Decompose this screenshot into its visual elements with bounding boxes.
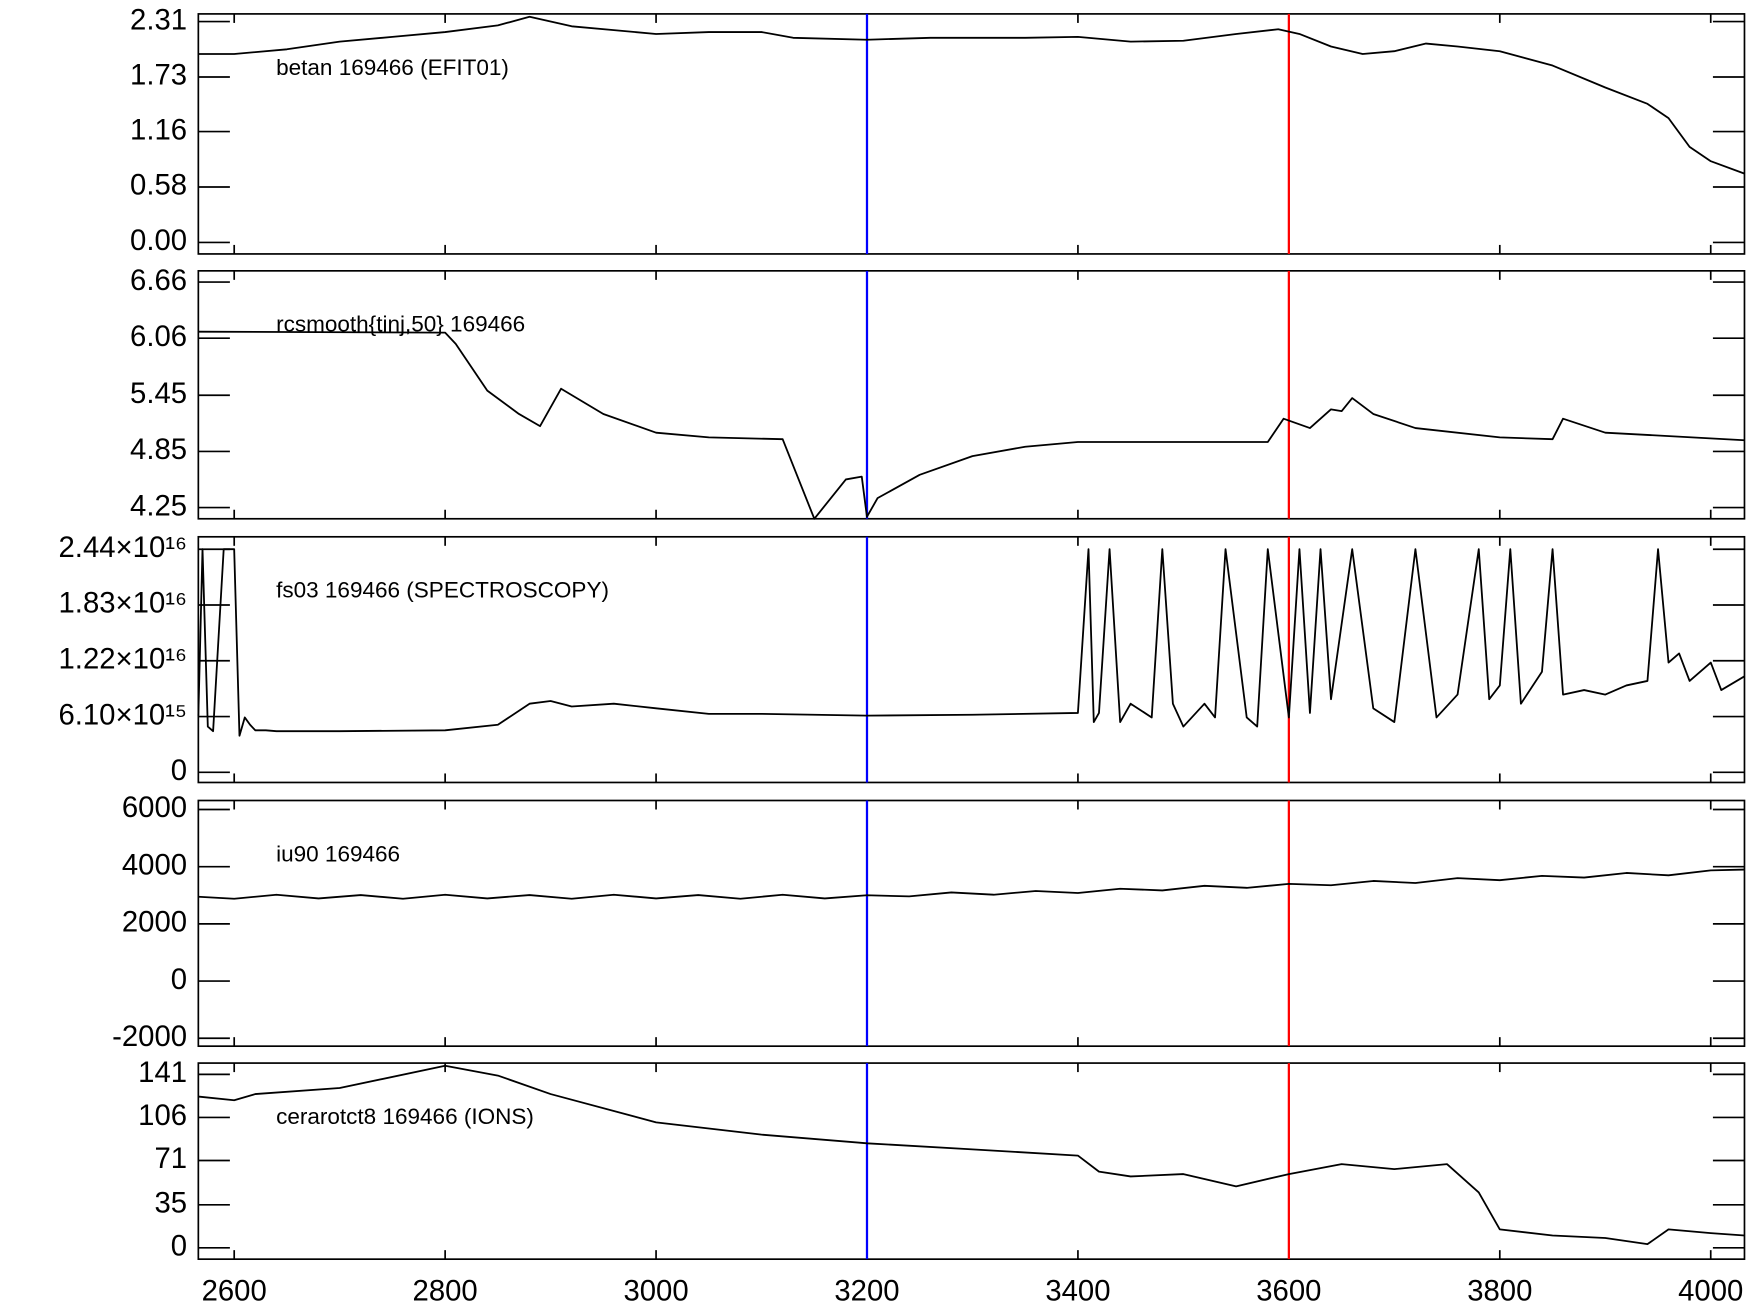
y-tick-label: 0 <box>171 963 187 996</box>
x-tick-label: 3400 <box>1045 1275 1110 1308</box>
panel-frame <box>197 799 1746 1048</box>
y-tick-label: 1.73 <box>130 59 187 92</box>
y-tick-label: 0.00 <box>130 224 187 257</box>
y-tick-label: 0.58 <box>130 169 187 202</box>
y-tick-label: 4.25 <box>130 489 187 522</box>
panel-label: cerarotct8 169466 (IONS) <box>276 1104 534 1129</box>
x-tick-label: 3800 <box>1467 1275 1532 1308</box>
y-tick-label: 1.22×10¹⁶ <box>59 643 188 676</box>
panel-label: rcsmooth{tinj,50} 169466 <box>276 312 525 337</box>
x-tick-label: 2600 <box>202 1275 267 1308</box>
y-tick-label: 6.06 <box>130 320 187 353</box>
y-tick-label: 4.85 <box>130 433 187 466</box>
y-tick-label: 0 <box>171 754 187 787</box>
x-tick-label: 4000 <box>1678 1275 1743 1308</box>
y-tick-label: 6.10×10¹⁵ <box>58 698 187 731</box>
y-tick-label: -2000 <box>112 1020 187 1053</box>
y-tick-label: 6.66 <box>130 264 187 297</box>
y-tick-label: 35 <box>154 1187 187 1220</box>
y-tick-label: 2000 <box>122 906 187 939</box>
y-tick-label: 1.83×10¹⁶ <box>59 587 188 620</box>
panel-frame <box>197 535 1746 784</box>
data-line <box>198 1064 1745 1246</box>
panel-label: iu90 169466 <box>276 841 400 866</box>
y-tick-label: 2.44×10¹⁶ <box>59 531 188 564</box>
y-tick-label: 4000 <box>122 848 187 881</box>
x-tick-label: 3200 <box>834 1275 899 1308</box>
panel-label: betan 169466 (EFIT01) <box>276 55 509 80</box>
data-line <box>198 15 1745 175</box>
y-tick-label: 106 <box>138 1099 187 1132</box>
y-tick-label: 0 <box>171 1230 187 1263</box>
data-line <box>198 868 1745 900</box>
x-tick-label: 2800 <box>413 1275 478 1308</box>
y-tick-label: 5.45 <box>130 377 187 410</box>
panel-frame <box>197 1062 1746 1261</box>
y-tick-label: 1.16 <box>130 113 187 146</box>
y-tick-label: 141 <box>138 1056 187 1089</box>
data-line <box>197 548 1745 737</box>
panel-frame <box>197 13 1746 255</box>
y-tick-label: 71 <box>154 1142 187 1175</box>
x-tick-label: 3000 <box>623 1275 688 1308</box>
data-line <box>198 330 1745 520</box>
panel-frame <box>197 270 1746 520</box>
y-tick-label: 6000 <box>122 791 187 824</box>
y-tick-label: 2.31 <box>130 3 187 36</box>
x-tick-label: 3600 <box>1256 1275 1321 1308</box>
panel-label: fs03 169466 (SPECTROSCOPY) <box>276 578 609 603</box>
